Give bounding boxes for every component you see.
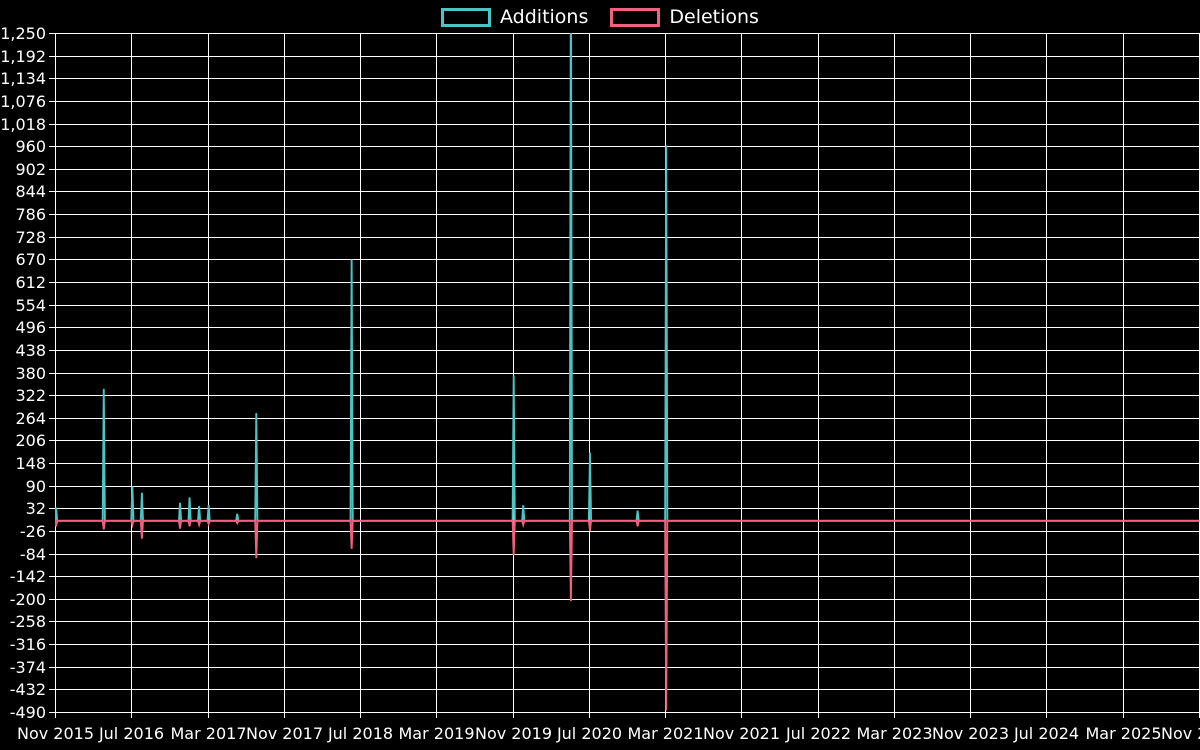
series-line-deletions bbox=[55, 519, 1199, 711]
y-tick-label: 1,250 bbox=[0, 24, 46, 43]
y-tick-label: 554 bbox=[15, 296, 46, 315]
x-tick-label: Nov 2015 bbox=[17, 724, 94, 743]
y-tick-label: 206 bbox=[15, 431, 46, 450]
y-tick-label: -258 bbox=[10, 612, 46, 631]
y-tick-label: 728 bbox=[15, 228, 46, 247]
x-tick-label: Nov 2019 bbox=[475, 724, 552, 743]
y-tick-label: -84 bbox=[20, 545, 46, 564]
x-tick-label: Mar 2019 bbox=[399, 724, 475, 743]
y-tick-label: 90 bbox=[26, 477, 46, 496]
x-tick-label: Jul 2024 bbox=[1013, 724, 1079, 743]
y-tick-label: 32 bbox=[26, 499, 46, 518]
y-tick-label: 496 bbox=[15, 318, 46, 337]
x-tick-label: Mar 2021 bbox=[628, 724, 704, 743]
x-tick-label: Nov 2023 bbox=[932, 724, 1009, 743]
x-tick-label: Nov 2017 bbox=[246, 724, 323, 743]
x-tick-label: Jul 2018 bbox=[327, 724, 393, 743]
y-tick-label: -432 bbox=[10, 680, 46, 699]
y-tick-label: 1,018 bbox=[0, 115, 46, 134]
y-tick-label: 612 bbox=[15, 273, 46, 292]
x-tick-label: Jul 2020 bbox=[556, 724, 622, 743]
y-tick-label: 380 bbox=[15, 364, 46, 383]
y-axis-tick-labels: 1,250 1,192 1,134 1,076 1,018 960 902 844 786 728… bbox=[0, 24, 46, 722]
y-tick-label: 844 bbox=[15, 182, 46, 201]
y-tick-label: -200 bbox=[10, 590, 46, 609]
y-tick-label: 786 bbox=[15, 205, 46, 224]
y-tick-label: 960 bbox=[15, 137, 46, 156]
y-tick-label: 322 bbox=[15, 386, 46, 405]
x-tick-label: Mar 2025 bbox=[1086, 724, 1162, 743]
y-tick-label: 438 bbox=[15, 341, 46, 360]
x-tick-label: Nov 2025 bbox=[1161, 724, 1200, 743]
x-tick-label: Mar 2023 bbox=[857, 724, 933, 743]
x-tick-label: Nov 2021 bbox=[703, 724, 780, 743]
y-tick-label: -374 bbox=[10, 658, 46, 677]
y-tick-label: -490 bbox=[10, 703, 46, 722]
legend-label-deletions: Deletions bbox=[669, 6, 759, 28]
y-tick-label: -26 bbox=[20, 522, 46, 541]
x-tick-label: Jul 2022 bbox=[785, 724, 851, 743]
legend-entry-additions[interactable]: Additions bbox=[441, 6, 588, 28]
y-tick-label: -142 bbox=[10, 567, 46, 586]
legend-swatch-deletions-icon bbox=[610, 7, 661, 27]
y-tick-label: 1,134 bbox=[0, 69, 46, 88]
x-tick-label: Jul 2016 bbox=[98, 724, 164, 743]
y-tick-label: -316 bbox=[10, 635, 46, 654]
legend-swatch-additions-icon bbox=[441, 7, 492, 27]
x-axis-tick-labels: Nov 2015 Jul 2016 Mar 2017 Nov 2017 Jul 2018… bbox=[17, 724, 1200, 743]
y-tick-label: 264 bbox=[15, 409, 46, 428]
legend-entry-deletions[interactable]: Deletions bbox=[610, 6, 759, 28]
y-tick-label: 902 bbox=[15, 160, 46, 179]
y-tick-label: 148 bbox=[15, 454, 46, 473]
y-tick-label: 1,192 bbox=[0, 47, 46, 66]
data-series-group bbox=[55, 33, 1199, 711]
gridlines bbox=[49, 32, 1200, 718]
y-tick-label: 1,076 bbox=[0, 92, 46, 111]
chart-legend: Additions Deletions bbox=[0, 0, 1200, 34]
legend-label-additions: Additions bbox=[500, 6, 589, 28]
x-tick-label: Mar 2017 bbox=[171, 724, 247, 743]
y-tick-label: 670 bbox=[15, 250, 46, 269]
